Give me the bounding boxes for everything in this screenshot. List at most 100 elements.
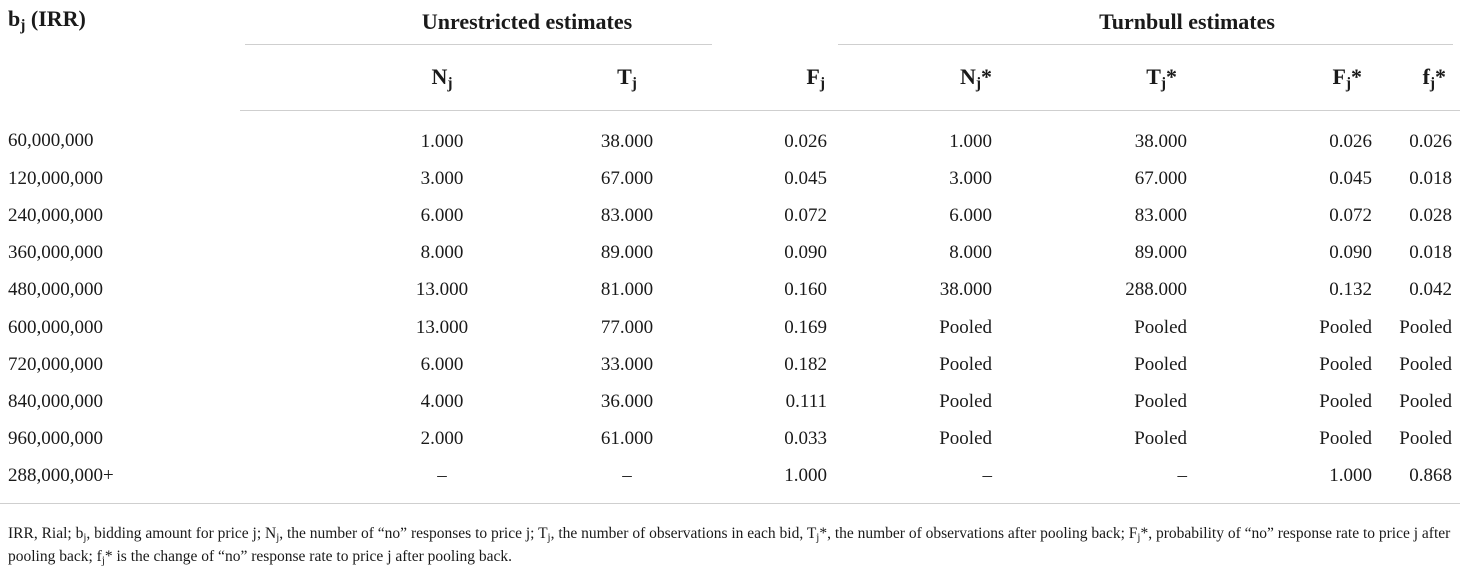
cell-Fj-star: Pooled: [1319, 316, 1373, 338]
cell-Fj-star: 0.026: [1329, 130, 1373, 152]
cell-fj-star: Pooled: [1399, 390, 1453, 412]
cell-Nj-star: 38.000: [939, 279, 993, 301]
cell-fj-star: Pooled: [1399, 428, 1453, 450]
cell-Tj-star: 67.000: [1134, 167, 1188, 189]
table-row: 120,000,000 3.000 67.000 0.045 3.000 67.000 0.…: [0, 160, 1460, 197]
cell-Fj-star: 0.132: [1329, 279, 1373, 301]
cell-Fj: 0.160: [784, 279, 828, 301]
cell-Nj-star: Pooled: [939, 428, 993, 450]
cell-Fj-star: 0.045: [1329, 167, 1373, 189]
group-header-unrestricted: Unrestricted estimates: [421, 9, 633, 34]
cell-Tj-star: 89.000: [1134, 242, 1188, 264]
cell-fj-star: Pooled: [1399, 353, 1453, 375]
cell-Nj-star: Pooled: [939, 390, 993, 412]
row-bid-amount: 288,000,000+: [0, 457, 240, 504]
col-header-fj-star: fj*: [1382, 44, 1460, 111]
cell-Fj-star: Pooled: [1319, 353, 1373, 375]
cell-Nj-star: 8.000: [949, 242, 993, 264]
cell-Nj: 6.000: [420, 353, 464, 375]
cell-Tj: 38.000: [600, 130, 654, 152]
table-row: 960,000,000 2.000 61.000 0.033 Pooled Pooled P…: [0, 421, 1460, 458]
cell-Tj: –: [542, 457, 713, 504]
table-row: 360,000,000 8.000 89.000 0.090 8.000 89.000 0.…: [0, 235, 1460, 272]
cell-Nj-star: 1.000: [949, 130, 993, 152]
cell-Nj-star: –: [837, 457, 993, 504]
cell-Tj-star: Pooled: [1134, 353, 1188, 375]
row-bid-amount: 240,000,000: [8, 204, 103, 226]
table-row: 600,000,000 13.000 77.000 0.169 Pooled Pooled…: [0, 309, 1460, 346]
group-header-turnbull: Turnbull estimates: [1099, 9, 1275, 34]
cell-Nj: 13.000: [415, 316, 469, 338]
cell-Tj-star: –: [992, 457, 1208, 504]
cell-Fj-star: 0.090: [1329, 242, 1373, 264]
cell-Nj-star: 6.000: [949, 204, 993, 226]
cell-Fj: 0.169: [784, 316, 828, 338]
cell-Nj: 13.000: [415, 279, 469, 301]
cell-Nj: 2.000: [420, 428, 464, 450]
cell-Tj: 61.000: [600, 428, 654, 450]
cell-Fj-star: Pooled: [1319, 428, 1373, 450]
cell-Nj: 6.000: [420, 204, 464, 226]
row-bid-amount: 480,000,000: [8, 279, 103, 301]
row-bid-amount: 600,000,000: [8, 316, 103, 338]
col-header-Fj: Fj: [712, 44, 838, 111]
cell-fj-star: 0.042: [1409, 279, 1453, 301]
cell-Tj: 89.000: [600, 242, 654, 264]
cell-Nj-star: Pooled: [939, 353, 993, 375]
table-row: 288,000,000+ – –1.000– –1.000 0.868: [0, 457, 1460, 504]
cell-Fj: 0.033: [784, 428, 828, 450]
cell-Tj-star: Pooled: [1134, 316, 1188, 338]
cell-fj-star: 0.028: [1409, 204, 1453, 226]
turnbull-group-rule: [838, 44, 1453, 45]
cell-Fj: 0.045: [784, 167, 828, 189]
row-bid-amount: 60,000,000: [8, 130, 94, 152]
row-bid-amount: 360,000,000: [8, 242, 103, 264]
cell-Tj: 83.000: [600, 204, 654, 226]
cell-Fj: 0.026: [784, 130, 828, 152]
cell-Tj: 67.000: [600, 167, 654, 189]
cell-Tj-star: 288.000: [1125, 279, 1188, 301]
cell-fj-star: 0.026: [1409, 130, 1453, 152]
cell-Tj: 81.000: [600, 279, 654, 301]
cell-Nj: –: [342, 457, 542, 504]
table-row: 60,000,000 1.000 38.000 0.026 1.000 38.000 0.0…: [0, 111, 1460, 161]
cell-fj-star: 0.018: [1409, 242, 1453, 264]
col-header-Tj-star: Tj*: [992, 44, 1208, 111]
cell-Tj: 77.000: [600, 316, 654, 338]
cell-Nj-star: 3.000: [949, 167, 993, 189]
col-header-Tj: Tj: [542, 44, 713, 111]
cell-Tj-star: 38.000: [1134, 130, 1188, 152]
cell-Fj-star: 0.072: [1329, 204, 1373, 226]
cell-Fj: 0.111: [785, 390, 828, 412]
cell-Fj-star: Pooled: [1319, 390, 1373, 412]
estimates-table: bj (IRR) Unrestricted estimates Turnbull…: [0, 6, 1460, 504]
cell-fj-star: 0.868: [1382, 457, 1460, 504]
row-bid-amount: 720,000,000: [8, 353, 103, 375]
cell-fj-star: Pooled: [1399, 316, 1453, 338]
stub-header: bj (IRR): [8, 6, 86, 34]
cell-Nj: 4.000: [420, 390, 464, 412]
cell-Fj: 0.182: [784, 353, 828, 375]
cell-Nj-star: Pooled: [939, 316, 993, 338]
cell-Fj: 0.072: [784, 204, 828, 226]
row-bid-amount: 960,000,000: [8, 428, 103, 450]
cell-Nj: 8.000: [420, 242, 464, 264]
table-row: 480,000,000 13.000 81.000 0.160 38.000 288.00…: [0, 272, 1460, 309]
table-row: 720,000,000 6.000 33.000 0.182 Pooled Pooled P…: [0, 346, 1460, 383]
cell-Nj: 1.000: [420, 130, 464, 152]
cell-Tj-star: Pooled: [1134, 390, 1188, 412]
unrestricted-group-rule: [245, 44, 712, 45]
cell-Fj-star: 1.000: [1207, 457, 1383, 504]
cell-Tj: 36.000: [600, 390, 654, 412]
cell-Tj-star: 83.000: [1134, 204, 1188, 226]
cell-Tj: 33.000: [600, 353, 654, 375]
cell-Tj-star: Pooled: [1134, 428, 1188, 450]
cell-Fj: 0.090: [784, 242, 828, 264]
col-header-Nj: Nj: [342, 44, 542, 111]
table-footnote: IRR, Rial; bj, bidding amount for price …: [8, 525, 1451, 567]
table-row: 840,000,000 4.000 36.000 0.111 Pooled Pooled P…: [0, 383, 1460, 420]
row-bid-amount: 120,000,000: [8, 167, 103, 189]
cell-Nj: 3.000: [420, 167, 464, 189]
col-header-Fj-star: Fj*: [1207, 44, 1383, 111]
